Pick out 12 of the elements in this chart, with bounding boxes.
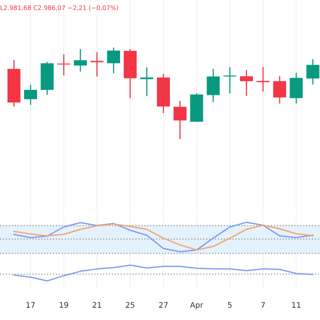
candlestick xyxy=(240,69,253,96)
candlestick xyxy=(174,100,186,140)
candlestick xyxy=(306,58,320,86)
candlestick xyxy=(57,54,70,76)
candlestick xyxy=(107,47,120,74)
candlestick xyxy=(24,84,38,106)
candlestick xyxy=(74,48,87,72)
candlestick xyxy=(223,66,236,94)
candlestick xyxy=(140,66,154,97)
candlestick xyxy=(290,72,303,104)
candlestick xyxy=(273,75,286,104)
candlestick xyxy=(206,68,220,103)
